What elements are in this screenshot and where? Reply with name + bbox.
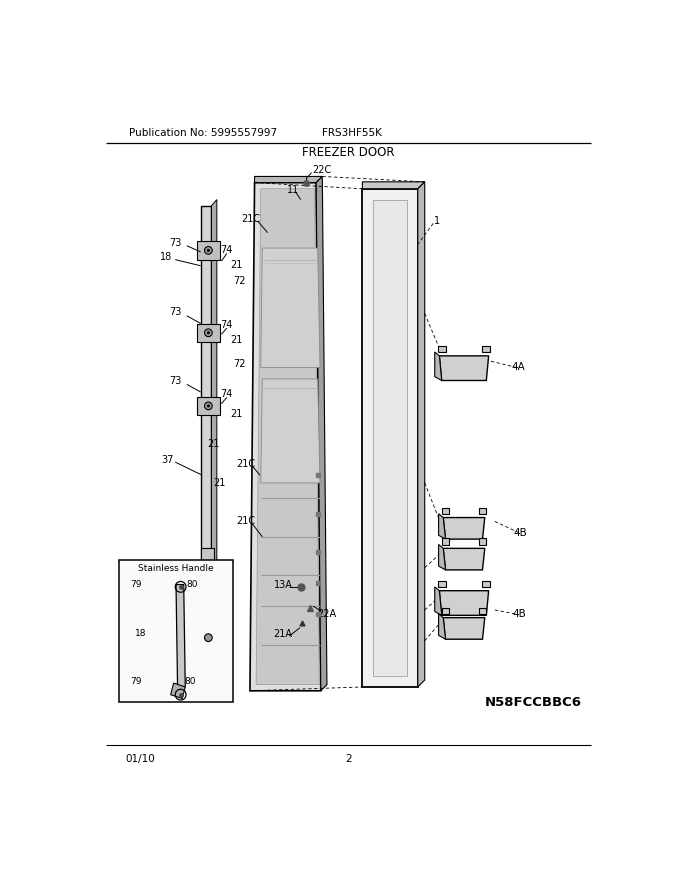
Circle shape <box>205 246 212 254</box>
Polygon shape <box>442 539 449 545</box>
Text: Publication No: 5995557997: Publication No: 5995557997 <box>129 128 277 137</box>
Text: 21: 21 <box>214 478 226 488</box>
Text: 21: 21 <box>231 335 243 346</box>
Text: FREEZER DOOR: FREEZER DOOR <box>302 146 395 159</box>
Text: 74: 74 <box>220 320 233 330</box>
Polygon shape <box>171 683 185 699</box>
Text: 21C: 21C <box>241 214 260 224</box>
Text: Stainless Handle: Stainless Handle <box>138 564 214 573</box>
Text: 37: 37 <box>161 455 173 465</box>
Polygon shape <box>479 508 486 514</box>
Polygon shape <box>443 517 485 539</box>
Text: FRS3HF55K: FRS3HF55K <box>322 128 381 137</box>
Circle shape <box>205 634 212 642</box>
Polygon shape <box>201 206 211 683</box>
Text: 79: 79 <box>131 580 141 589</box>
Text: 22C: 22C <box>312 165 332 175</box>
Polygon shape <box>439 590 489 615</box>
Text: 22A: 22A <box>318 609 337 619</box>
Polygon shape <box>362 182 425 189</box>
Text: 4B: 4B <box>513 609 526 619</box>
Text: 73: 73 <box>169 307 182 317</box>
Polygon shape <box>443 618 485 639</box>
Polygon shape <box>443 548 485 570</box>
Text: N58FCCBBC6: N58FCCBBC6 <box>485 696 582 709</box>
Bar <box>201 548 214 571</box>
Polygon shape <box>211 200 217 683</box>
Polygon shape <box>439 545 445 570</box>
Text: 1: 1 <box>434 216 440 226</box>
Polygon shape <box>250 182 321 691</box>
Text: 21C: 21C <box>237 517 256 526</box>
Text: 21: 21 <box>231 408 243 419</box>
Circle shape <box>207 332 209 334</box>
Text: 74: 74 <box>220 246 233 255</box>
Polygon shape <box>439 514 445 539</box>
Text: 21A: 21A <box>273 629 292 639</box>
Polygon shape <box>256 189 319 685</box>
Text: 18: 18 <box>135 628 146 637</box>
Circle shape <box>205 329 212 336</box>
Polygon shape <box>479 607 486 614</box>
Text: 74: 74 <box>220 389 233 400</box>
Bar <box>197 397 220 415</box>
Polygon shape <box>418 182 425 687</box>
Circle shape <box>205 402 212 410</box>
Text: 01/10: 01/10 <box>125 754 155 765</box>
Text: 72: 72 <box>233 276 245 286</box>
Text: 21: 21 <box>207 439 220 450</box>
Polygon shape <box>483 346 490 352</box>
Polygon shape <box>176 584 185 687</box>
Text: 13A: 13A <box>273 580 292 590</box>
Polygon shape <box>483 581 490 587</box>
Text: 4A: 4A <box>511 363 525 372</box>
Bar <box>197 324 220 342</box>
Polygon shape <box>362 189 418 687</box>
Circle shape <box>207 249 209 252</box>
Bar <box>119 560 233 702</box>
Bar <box>373 200 407 676</box>
Polygon shape <box>439 356 489 380</box>
Polygon shape <box>442 508 449 514</box>
Text: 72: 72 <box>233 358 245 369</box>
Bar <box>197 241 220 260</box>
Text: 21: 21 <box>231 260 243 270</box>
Polygon shape <box>260 248 320 368</box>
Polygon shape <box>439 614 445 639</box>
Polygon shape <box>442 607 449 614</box>
Text: 21C: 21C <box>237 458 256 469</box>
Text: 80: 80 <box>186 580 198 589</box>
Text: 2: 2 <box>345 754 352 765</box>
Polygon shape <box>479 539 486 545</box>
Text: 79: 79 <box>131 677 141 686</box>
Bar <box>200 629 216 646</box>
Text: 73: 73 <box>169 377 182 386</box>
Polygon shape <box>260 379 320 483</box>
Text: 18: 18 <box>160 253 172 262</box>
Polygon shape <box>254 176 322 182</box>
Text: 11: 11 <box>287 186 299 195</box>
Text: 73: 73 <box>169 238 182 247</box>
Circle shape <box>207 405 209 407</box>
Text: 80: 80 <box>184 677 196 686</box>
Polygon shape <box>438 581 445 587</box>
Polygon shape <box>316 176 327 691</box>
Text: 4B: 4B <box>513 528 527 538</box>
Polygon shape <box>435 352 442 380</box>
Polygon shape <box>435 587 442 615</box>
Polygon shape <box>438 346 445 352</box>
